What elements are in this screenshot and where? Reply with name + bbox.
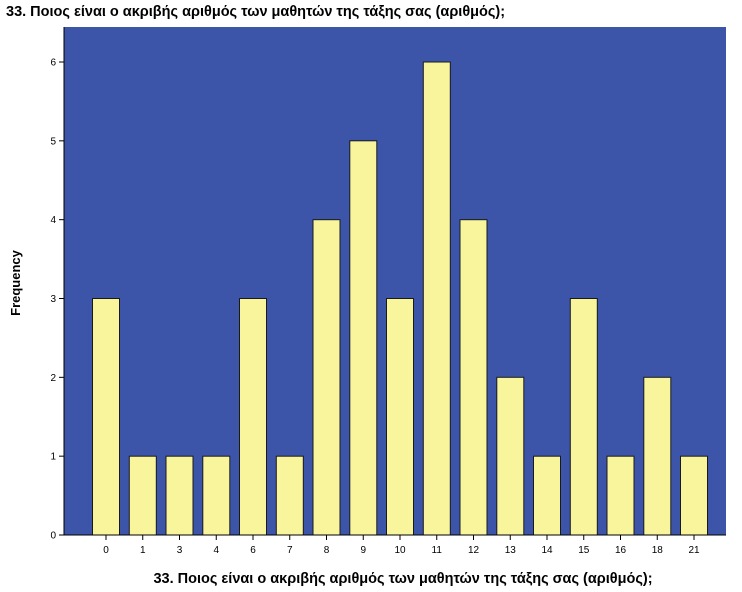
x-tick-label: 1 (140, 545, 146, 556)
x-tick-label: 15 (578, 545, 590, 556)
bar-15 (569, 298, 598, 536)
bar-12 (459, 219, 488, 536)
bar-3 (165, 455, 194, 536)
bar-18 (643, 376, 672, 536)
bar-6 (239, 298, 267, 536)
x-tick-label: 14 (541, 545, 553, 556)
y-tick-label: 6 (50, 58, 56, 69)
bar-11 (422, 61, 451, 536)
y-tick-label: 2 (50, 373, 56, 384)
bar-21 (680, 455, 708, 536)
x-tick-label: 18 (652, 545, 664, 556)
bar-13 (496, 376, 525, 536)
x-tick-label: 12 (468, 545, 480, 556)
bar-7 (275, 455, 304, 536)
x-tick-label: 11 (432, 545, 443, 556)
x-tick-label: 6 (250, 545, 256, 556)
x-tick-label: 21 (688, 545, 700, 556)
x-tick-label: 0 (103, 545, 109, 556)
x-tick-label: 10 (394, 545, 406, 556)
bar-1 (128, 455, 157, 536)
y-tick-label: 3 (50, 294, 56, 305)
bar-9 (349, 140, 378, 536)
bar-4 (202, 455, 231, 536)
bar-0 (92, 298, 120, 536)
y-tick-label: 1 (50, 452, 56, 463)
x-tick-label: 16 (615, 545, 627, 556)
x-tick-label: 8 (324, 545, 330, 556)
x-tick-label: 9 (360, 545, 366, 556)
y-axis-label: Frequency (8, 249, 23, 316)
y-tick-label: 0 (50, 531, 56, 542)
chart-title: 33. Ποιος είναι ο ακριβής αριθμός των μα… (6, 4, 506, 20)
bar-8 (312, 219, 341, 536)
bars-group (92, 61, 708, 536)
x-tick-label: 13 (505, 545, 517, 556)
x-tick-label: 4 (213, 545, 219, 556)
x-axis-label: 33. Ποιος είναι ο ακριβής αριθμός των μα… (153, 571, 653, 587)
y-tick-label: 4 (50, 215, 56, 226)
bar-10 (386, 298, 414, 536)
y-tick-label: 5 (50, 136, 56, 147)
bar-16 (606, 455, 635, 536)
bar-14 (533, 455, 561, 536)
x-tick-label: 3 (177, 545, 183, 556)
x-tick-label: 7 (287, 545, 293, 556)
